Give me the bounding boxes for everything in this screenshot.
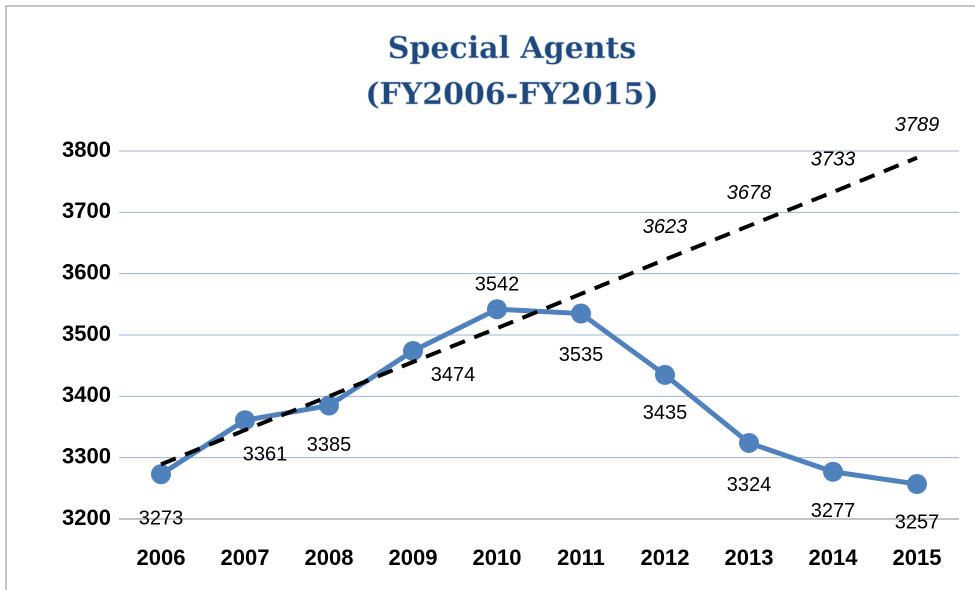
chart-frame: [5, 5, 975, 590]
trend-label: 3623: [643, 216, 688, 238]
data-label: 3542: [475, 274, 520, 296]
data-label: 3474: [431, 364, 476, 386]
data-point: [235, 410, 255, 431]
x-tick-label: 2011: [557, 545, 605, 570]
chart-title: Special Agents: [388, 31, 637, 66]
x-tick-label: 2012: [641, 545, 690, 570]
trend-label: 3789: [895, 114, 940, 136]
data-point: [571, 303, 591, 324]
y-tick-label: 3400: [62, 382, 111, 407]
trend-line: [160, 155, 918, 467]
x-tick-label: 2006: [137, 545, 186, 570]
trend-label: 3678: [727, 182, 772, 204]
data-point: [319, 395, 339, 416]
x-tick-label: 2014: [809, 545, 859, 570]
data-label: 3385: [307, 434, 352, 456]
x-tick-label: 2013: [725, 545, 774, 570]
trend-label: 3733: [811, 148, 856, 170]
data-label: 3361: [243, 444, 288, 466]
data-label: 3277: [811, 500, 856, 522]
chart-subtitle: (FY2006-FY2015): [365, 77, 658, 112]
y-tick-label: 3200: [62, 505, 111, 530]
y-tick-label: 3800: [62, 137, 111, 162]
data-label: 3535: [559, 344, 604, 366]
data-point: [823, 461, 843, 482]
data-point: [403, 340, 423, 361]
y-tick-label: 3300: [62, 443, 111, 468]
data-point: [739, 432, 759, 453]
x-tick-label: 2010: [473, 545, 522, 570]
data-label: 3257: [895, 511, 940, 533]
x-tick-label: 2008: [305, 545, 354, 570]
y-tick-label: 3700: [62, 198, 111, 223]
data-label: 3435: [643, 402, 688, 424]
data-point: [907, 474, 927, 495]
x-tick-label: 2009: [389, 545, 438, 570]
data-point: [151, 464, 171, 485]
data-point: [487, 299, 507, 320]
x-tick-label: 2007: [221, 545, 270, 570]
data-label: 3273: [139, 508, 184, 530]
data-label: 3324: [727, 474, 772, 496]
x-tick-label: 2015: [893, 545, 942, 570]
y-tick-label: 3500: [62, 321, 111, 346]
y-tick-label: 3600: [62, 259, 111, 284]
data-point: [655, 364, 675, 385]
